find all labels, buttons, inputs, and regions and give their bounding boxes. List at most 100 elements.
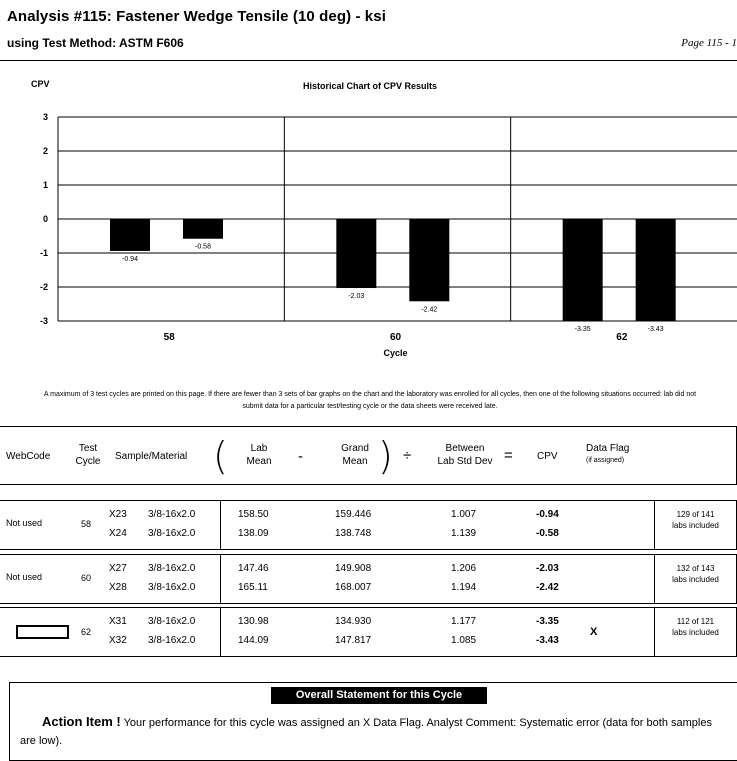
chart-title: Historical Chart of CPV Results <box>302 81 438 91</box>
bar <box>336 219 377 289</box>
grand-mean: 149.908 <box>335 563 372 574</box>
col-sample: Sample/Material <box>115 451 188 462</box>
chart-note: A maximum of 3 test cycles are printed o… <box>43 391 697 410</box>
chart-y-label: CPV <box>31 79 50 89</box>
bar-value-label: -3.35 <box>575 326 591 333</box>
statement-title: Overall Statement for this Cycle <box>271 687 487 704</box>
between-sd: 1.085 <box>451 635 477 646</box>
data-flag: X <box>590 626 598 638</box>
lab-mean: 165.11 <box>238 582 268 593</box>
table-header: WebCode Test Cycle Sample/Material ( Lab… <box>0 426 737 485</box>
cpv-bar-chart: 3 2 1 0 -1 -2 -3 -0.94 -0.58 58 -2.03 -2.42 60 -3.35 -… <box>40 112 737 358</box>
bar <box>409 219 450 302</box>
y-tick-label: 0 <box>43 214 48 224</box>
divide-sign: ÷ <box>403 447 412 464</box>
bar-value-label: -3.43 <box>648 326 664 333</box>
table-row: Not used 58 X23 3/8-16x2.0 X24 3/8-16x2.… <box>0 500 737 550</box>
grand-mean: 159.446 <box>335 509 372 520</box>
column-divider <box>220 608 221 656</box>
y-tick-label: -2 <box>40 282 48 292</box>
cpv-value: -2.03 <box>536 563 559 574</box>
report-title: Analysis #115: Fastener Wedge Tensile (1… <box>7 8 386 25</box>
x-tick-label: 62 <box>616 332 628 343</box>
open-paren: ( <box>213 434 228 478</box>
sample-material: 3/8-16x2.0 <box>148 528 196 539</box>
column-divider <box>220 501 221 549</box>
col-cpv: CPV <box>537 451 558 462</box>
sample-id: X27 <box>109 563 127 574</box>
webcode: Not used <box>6 572 43 582</box>
lab-mean: 130.98 <box>238 616 269 627</box>
labs-included-label: labs included <box>672 521 719 530</box>
statement-body: Action Item ! Your performance for this … <box>20 713 728 750</box>
header-rule <box>0 60 737 61</box>
cpv-value: -0.58 <box>536 528 559 539</box>
bar-value-label: -0.94 <box>122 256 138 263</box>
x-tick-label: 58 <box>164 332 176 343</box>
bar <box>110 219 150 251</box>
sample-material: 3/8-16x2.0 <box>148 616 196 627</box>
cpv-value: -3.35 <box>536 616 559 627</box>
lab-mean: 144.09 <box>238 635 269 646</box>
bar-value-label: -2.03 <box>348 293 364 300</box>
grand-mean: 134.930 <box>335 616 372 627</box>
col-lab-mean-2: Mean <box>246 456 272 467</box>
col-between-sd-2: Lab Std Dev <box>437 456 493 467</box>
lab-mean: 158.50 <box>238 509 269 520</box>
labs-included-label: labs included <box>672 575 719 584</box>
column-divider <box>654 608 655 656</box>
y-tick-label: -1 <box>40 248 48 258</box>
x-tick-label: 60 <box>390 332 402 343</box>
table-row: Not used 60 X27 3/8-16x2.0 X28 3/8-16x2.… <box>0 554 737 604</box>
bar <box>562 219 603 321</box>
test-cycle: 58 <box>81 519 92 529</box>
webcode-field <box>16 625 69 639</box>
cpv-value: -3.43 <box>536 635 559 646</box>
between-sd: 1.177 <box>451 616 477 627</box>
sample-id: X24 <box>109 528 127 539</box>
col-test-cycle-2: Cycle <box>75 456 101 467</box>
column-divider <box>220 555 221 603</box>
bar <box>183 219 223 239</box>
sample-material: 3/8-16x2.0 <box>148 563 196 574</box>
col-webcode: WebCode <box>6 451 51 462</box>
labs-included-label: labs included <box>672 628 719 637</box>
sample-id: X31 <box>109 616 127 627</box>
statement-text: Your performance for this cycle was assi… <box>20 717 712 747</box>
labs-included: 112 of 121 <box>676 617 715 626</box>
close-paren: ) <box>378 434 393 478</box>
col-flag-2: (if assigned) <box>586 457 625 464</box>
column-divider <box>654 501 655 549</box>
sample-material: 3/8-16x2.0 <box>148 509 196 520</box>
y-tick-label: 2 <box>43 146 48 156</box>
table-row: 62 X31 3/8-16x2.0 X32 3/8-16x2.0 130.98 … <box>0 607 737 657</box>
col-grand-mean-2: Mean <box>342 456 368 467</box>
labs-included: 132 of 143 <box>676 564 715 573</box>
col-flag-1: Data Flag <box>586 443 630 454</box>
sample-material: 3/8-16x2.0 <box>148 635 196 646</box>
bar-value-label: -2.42 <box>421 306 437 313</box>
lab-mean: 147.46 <box>238 563 269 574</box>
grand-mean: 138.748 <box>335 528 372 539</box>
page-number: Page 115 - 1 <box>681 37 737 49</box>
test-method: using Test Method: ASTM F606 <box>7 36 184 50</box>
overall-statement: Overall Statement for this Cycle Action … <box>9 682 737 761</box>
y-tick-label: 3 <box>43 112 48 122</box>
grand-mean: 147.817 <box>335 635 372 646</box>
between-sd: 1.194 <box>451 582 477 593</box>
cpv-value: -2.42 <box>536 582 559 593</box>
col-lab-mean-1: Lab <box>250 443 268 454</box>
equals-sign: = <box>504 447 513 464</box>
column-divider <box>654 555 655 603</box>
y-tick-label: 1 <box>43 180 48 190</box>
y-tick-label: -3 <box>40 316 48 326</box>
between-sd: 1.007 <box>451 509 477 520</box>
lab-mean: 138.09 <box>238 528 269 539</box>
between-sd: 1.206 <box>451 563 477 574</box>
bar-value-label: -0.58 <box>195 244 211 251</box>
bar <box>635 219 676 321</box>
action-item-label: Action Item ! <box>42 714 121 729</box>
sample-id: X32 <box>109 635 127 646</box>
minus-sign: - <box>298 448 303 465</box>
sample-id: X23 <box>109 509 127 520</box>
